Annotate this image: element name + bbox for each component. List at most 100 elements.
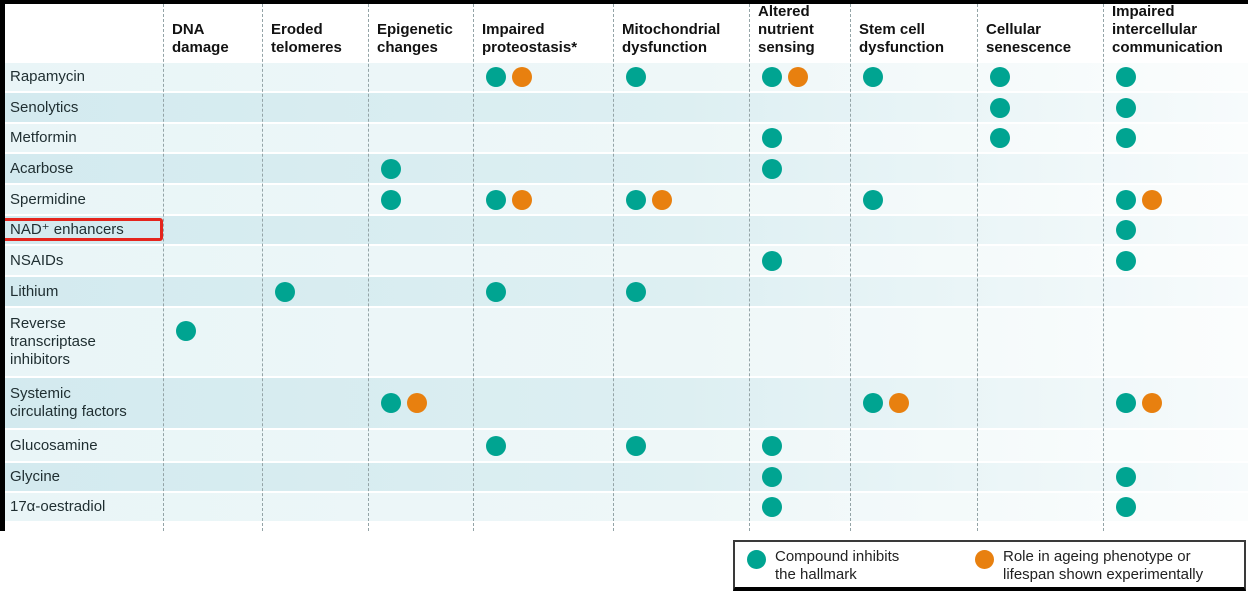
matrix-cell [163, 63, 262, 91]
matrix-cell [262, 93, 368, 122]
matrix-cell [163, 463, 262, 491]
column-divider [262, 4, 263, 531]
compound-inhibits-dot [990, 97, 1010, 118]
compound-inhibits-dot [762, 250, 782, 271]
matrix-cell [163, 308, 262, 376]
matrix-cell [977, 246, 1103, 275]
matrix-cell [368, 63, 473, 91]
compound-inhibits-dot [762, 467, 782, 487]
matrix-cell [1103, 378, 1248, 428]
matrix-cell [977, 378, 1103, 428]
table-row: Rapamycin [0, 63, 1248, 93]
table-row: 17α-oestradiol [0, 493, 1248, 523]
compound-inhibits-dot [1116, 393, 1136, 413]
matrix-cell [473, 246, 613, 275]
matrix-cell [749, 185, 850, 214]
matrix-cell [262, 216, 368, 244]
compound-inhibits-dot [1116, 467, 1136, 487]
matrix-cell [749, 93, 850, 122]
matrix-cell [163, 246, 262, 275]
matrix-cell [749, 63, 850, 91]
matrix-cell [368, 124, 473, 152]
row-label: Metformin [10, 129, 77, 146]
matrix-cell [977, 463, 1103, 491]
matrix-cell [163, 93, 262, 122]
compound-inhibits-dot [626, 281, 646, 302]
row-label: NSAIDs [10, 251, 64, 269]
matrix-cell [1103, 430, 1248, 461]
matrix-cell [613, 154, 749, 183]
matrix-cell [473, 124, 613, 152]
row-label: 17α-oestradiol [10, 498, 106, 515]
column-header: Eroded telomeres [271, 21, 342, 56]
matrix-cell [749, 154, 850, 183]
matrix-cell [1103, 154, 1248, 183]
row-label: Spermidine [10, 190, 86, 208]
matrix-cell [368, 216, 473, 244]
matrix-cell [1103, 216, 1248, 244]
matrix-cell [163, 277, 262, 306]
matrix-cell [473, 378, 613, 428]
figure-top-border [0, 0, 1248, 4]
matrix-cell [1103, 277, 1248, 306]
experimental-role-dot [407, 393, 427, 413]
matrix-cell [850, 124, 977, 152]
matrix-cell [163, 154, 262, 183]
matrix-cell [850, 493, 977, 521]
experimental-role-dot [1142, 393, 1162, 413]
matrix-cell [613, 185, 749, 214]
legend-orange-dot [975, 550, 994, 569]
matrix-cell [262, 63, 368, 91]
matrix-cell [613, 93, 749, 122]
matrix-cell [368, 308, 473, 376]
legend-item: Role in ageing phenotype or lifespan sho… [975, 548, 1203, 584]
row-label: Glucosamine [10, 436, 98, 454]
compound-inhibits-dot [762, 435, 782, 456]
row-label: Systemic circulating factors [10, 385, 127, 420]
compound-inhibits-dot [626, 189, 646, 210]
table-row: Spermidine [0, 185, 1248, 216]
matrix-cell [850, 277, 977, 306]
compound-inhibits-dot [990, 67, 1010, 87]
compound-inhibits-dot [176, 321, 196, 341]
matrix-cell [473, 277, 613, 306]
matrix-cell [262, 154, 368, 183]
experimental-role-dot [1142, 189, 1162, 210]
matrix-cell [613, 378, 749, 428]
matrix-cell [613, 246, 749, 275]
matrix-cell [613, 308, 749, 376]
matrix-cell [850, 93, 977, 122]
matrix-cell [473, 308, 613, 376]
column-divider [368, 4, 369, 531]
experimental-role-dot [512, 67, 532, 87]
table-row: NAD⁺ enhancers [0, 216, 1248, 246]
compound-inhibits-dot [486, 435, 506, 456]
column-header: DNA damage [172, 21, 229, 56]
matrix-cell [368, 430, 473, 461]
legend-label: Compound inhibits the hallmark [775, 548, 900, 583]
matrix-cell [1103, 93, 1248, 122]
matrix-cell [977, 93, 1103, 122]
matrix-cell [749, 308, 850, 376]
matrix-cell [1103, 63, 1248, 91]
column-divider [850, 4, 851, 531]
matrix-cell [1103, 246, 1248, 275]
matrix-cell [749, 493, 850, 521]
compound-inhibits-dot [486, 281, 506, 302]
matrix-cell [613, 430, 749, 461]
matrix-cell [473, 93, 613, 122]
compound-inhibits-dot [990, 128, 1010, 148]
matrix-cell [262, 277, 368, 306]
matrix-cell [368, 246, 473, 275]
column-header: Impaired proteostasis* [482, 21, 578, 56]
matrix-cell [262, 378, 368, 428]
matrix-cell [749, 430, 850, 461]
legend-label: Role in ageing phenotype or lifespan sho… [1003, 548, 1204, 583]
compound-inhibits-dot [863, 393, 883, 413]
row-label: Glycine [10, 468, 61, 485]
column-divider [613, 4, 614, 531]
matrix-cell [473, 430, 613, 461]
compound-inhibits-dot [762, 158, 782, 179]
matrix-cell [977, 493, 1103, 521]
compound-inhibits-dot [762, 128, 782, 148]
